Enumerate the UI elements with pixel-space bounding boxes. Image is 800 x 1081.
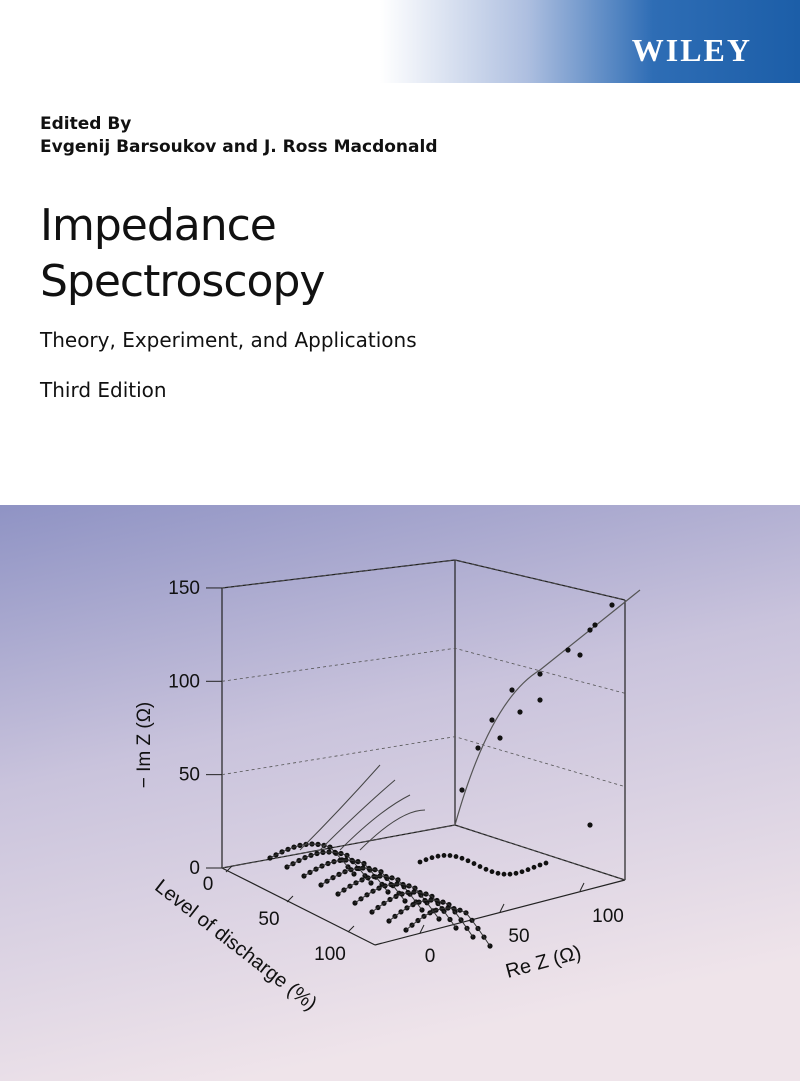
spectrum-point (483, 866, 489, 872)
spectrum-point (609, 602, 615, 608)
spectrum-point (477, 864, 483, 869)
z-tick (225, 865, 233, 873)
spectrum-point (513, 870, 519, 876)
y-tick-label: 150 (168, 578, 200, 599)
spectrum-point (459, 855, 465, 861)
grid-line (221, 736, 626, 788)
edition: Third Edition (40, 378, 167, 402)
spectrum-point (531, 864, 537, 870)
x-tick-label: 100 (592, 906, 624, 927)
title-line: Spectroscopy (40, 256, 325, 307)
spectrum-point (459, 787, 465, 793)
subtitle: Theory, Experiment, and Applications (40, 328, 417, 352)
y-tick-label: 100 (168, 671, 200, 692)
spectrum-point (525, 867, 531, 873)
spectrum-point (537, 671, 543, 677)
spectrum-point (447, 853, 453, 858)
y-tick-label: 50 (179, 765, 200, 786)
spectrum-curve (388, 899, 474, 938)
z-tick-label: 50 (258, 909, 279, 930)
z-tick-label: 0 (203, 874, 214, 895)
spectrum-point (489, 717, 495, 723)
spectrum-point (565, 647, 571, 653)
spectrum-point (587, 627, 593, 633)
spectrum-tail (319, 779, 396, 851)
spectrum-point (509, 687, 515, 693)
spectrum-point (475, 745, 481, 751)
spectrum-curve (269, 843, 355, 875)
z-tick (347, 925, 355, 933)
editors: Evgenij Barsoukov and J. Ross Macdonald (40, 137, 438, 157)
spectrum-point (489, 869, 495, 875)
spectrum-point (543, 860, 549, 866)
x-tick (419, 924, 425, 934)
spectrum-tail (339, 794, 411, 851)
spectrum-point (497, 735, 503, 741)
spectrum-point (495, 870, 501, 876)
spectrum-point (471, 861, 477, 866)
spectrum-tail (299, 764, 381, 851)
spectrum-point (435, 853, 441, 859)
spectrum-point (537, 697, 543, 703)
publisher: WILEY (631, 32, 752, 68)
x-tick (579, 882, 585, 892)
background (0, 505, 800, 1081)
spectrum-point (587, 822, 593, 828)
z-tick (286, 895, 294, 903)
spectrum-point (429, 855, 435, 861)
spectrum-point (465, 858, 471, 864)
spectrum-point (537, 862, 543, 868)
spectrum-point (501, 871, 507, 877)
spectrum-point (441, 853, 447, 858)
spectrum-tail (359, 809, 426, 851)
y-axis-label: − Im Z (Ω) (134, 702, 155, 789)
spectrum-point (423, 857, 429, 863)
x-tick-label: 0 (425, 946, 436, 967)
spectrum-point (592, 622, 598, 628)
grid-line (221, 559, 626, 601)
title-line: Impedance (40, 200, 277, 251)
spectrum-point (577, 652, 583, 658)
spectrum-curve (405, 907, 491, 947)
spectrum-point (519, 869, 525, 875)
spectrum-point (417, 859, 423, 865)
x-tick-label: 50 (508, 926, 529, 947)
publisher-band (380, 0, 800, 83)
spectrum-point (517, 709, 523, 715)
z-tick-label: 100 (314, 944, 346, 965)
spectrum-point (507, 871, 513, 877)
x-tick (499, 903, 505, 913)
spectrum-point (453, 854, 459, 859)
grid-line (221, 647, 626, 694)
spectrum-curve (454, 589, 641, 826)
y-tick-label: 0 (189, 858, 200, 879)
editors-label: Edited By (40, 114, 132, 134)
